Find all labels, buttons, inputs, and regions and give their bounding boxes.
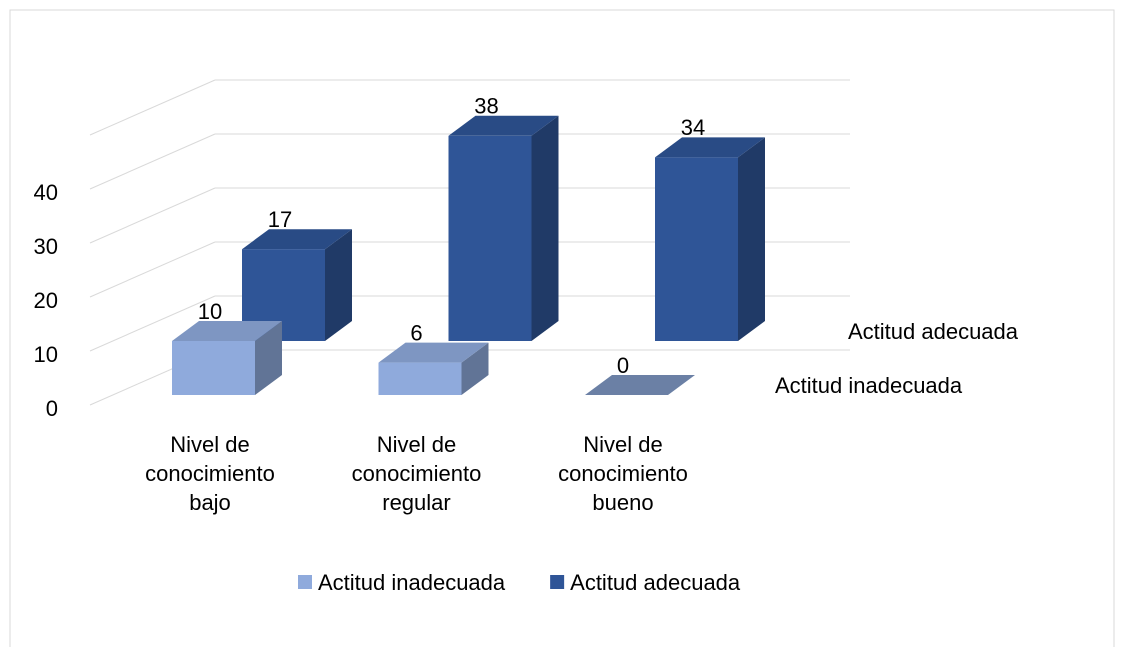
data-label: 6 (410, 320, 422, 345)
x-tick-label: Nivel de conocimiento bajo (145, 432, 275, 515)
data-label: 10 (198, 299, 222, 324)
y-tick-label: 20 (34, 288, 58, 313)
grid-line (89, 79, 216, 136)
legend-label: Actitud inadecuada (318, 570, 506, 595)
data-label: 34 (681, 115, 705, 140)
x-tick-label: Nivel de conocimiento bueno (558, 432, 688, 515)
bar (655, 137, 765, 341)
depth-label: Actitud adecuada (848, 319, 1019, 344)
bar-side (531, 115, 559, 341)
bar-side (325, 229, 352, 341)
depth-label: Actitud inadecuada (775, 373, 963, 398)
y-tick-label: 30 (34, 234, 58, 259)
chart-border (9, 9, 1115, 647)
data-label: 17 (268, 207, 292, 232)
bar-side (461, 342, 489, 395)
grid-line (89, 133, 216, 190)
bar (378, 342, 489, 395)
bar-top (242, 229, 352, 250)
bar-top (655, 137, 765, 158)
bar-side (738, 137, 765, 341)
legend-swatch (550, 575, 565, 589)
bar-top (448, 115, 559, 136)
bar-front (172, 341, 255, 395)
y-tick-label: 40 (34, 180, 58, 205)
grid-line (89, 187, 216, 244)
y-tick-label: 0 (46, 396, 58, 421)
y-tick-label: 10 (34, 342, 58, 367)
grid-line (89, 295, 216, 352)
x-tick-label: Nivel de conocimiento regular (351, 432, 482, 515)
bar-top (585, 375, 695, 395)
bar-front (378, 362, 462, 395)
legend-swatch (298, 575, 312, 589)
bar (585, 375, 695, 395)
bar-front (448, 135, 532, 341)
bar-top (378, 342, 489, 363)
data-label: 0 (617, 353, 629, 378)
bar-top (172, 321, 282, 341)
bar (448, 115, 559, 341)
bar-front (655, 157, 738, 341)
legend-label: Actitud adecuada (570, 570, 741, 595)
bar (172, 321, 282, 395)
grid-line (89, 241, 216, 298)
data-label: 38 (474, 94, 498, 119)
bar-side (255, 321, 282, 395)
